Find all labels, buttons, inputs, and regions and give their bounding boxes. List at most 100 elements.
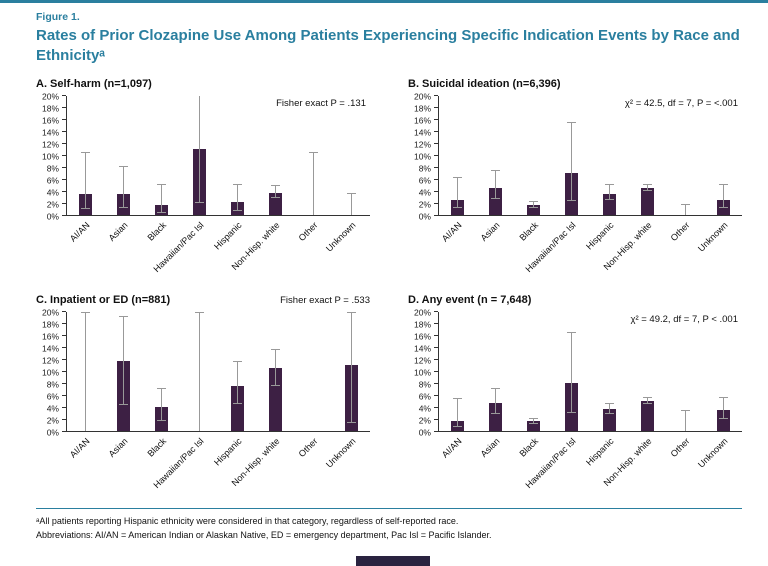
bar-asian <box>489 187 503 215</box>
y-tick-label: 20% <box>41 90 59 101</box>
panel-title: D. Any event (n = 7,648) <box>408 294 532 306</box>
stat-annotation: Fisher exact P = .131 <box>276 98 366 109</box>
error-bar-cap-top-other <box>680 204 690 206</box>
x-axis-label-text: Unknown <box>696 436 731 470</box>
error-bar-cap-bottom-hispanic <box>232 402 242 404</box>
y-tick-mark <box>62 407 66 408</box>
error-bar-unknown <box>722 185 724 208</box>
y-tick-label: 20% <box>413 90 431 101</box>
y-tick-mark <box>434 347 438 348</box>
y-tick-mark <box>434 311 438 312</box>
y-tick-mark <box>62 311 66 312</box>
error-bar-non-hisp-white <box>646 184 648 191</box>
y-tick-label: 2% <box>418 198 431 209</box>
x-axis-label-text: Black <box>517 436 541 459</box>
plot-column: χ² = 49.2, df = 7, P < .001 AI/AN Asian Bl… <box>438 312 742 496</box>
error-bar-unknown <box>722 397 724 419</box>
y-tick-label: 10% <box>41 150 59 161</box>
error-bar-cap-top-non-hisp-white <box>642 397 652 399</box>
y-tick-mark <box>62 419 66 420</box>
x-axis-labels: AI/AN Asian Black Hawaiian/Pac Isl Hispanic N… <box>66 216 370 280</box>
error-bar-cap-bottom-asian <box>491 197 501 199</box>
y-tick-label: 4% <box>46 402 59 413</box>
x-axis-label-text: AI/AN <box>440 220 465 244</box>
y-tick-label: 2% <box>418 414 431 425</box>
y-tick-mark <box>434 383 438 384</box>
error-bar-cap-top-asian <box>491 388 501 390</box>
chart-area: 0%2%4%6%8%10%12%14%16%18%20% Fisher exac… <box>36 92 370 280</box>
y-tick-label: 14% <box>41 342 59 353</box>
bar-non-hisp-white <box>268 367 282 431</box>
error-bar-cap-bottom-non-hisp-white <box>270 384 280 386</box>
error-bar-cap-top-hawaiian-pac-isl <box>567 121 577 123</box>
y-tick-label: 10% <box>413 366 431 377</box>
error-bar-non-hisp-white <box>646 398 648 404</box>
y-tick-mark <box>62 383 66 384</box>
error-bar-cap-top-unknown <box>346 192 356 194</box>
x-axis-labels: AI/AN Asian Black Hawaiian/Pac Isl Hispanic N… <box>438 216 742 280</box>
y-tick-mark <box>62 131 66 132</box>
y-tick-label: 20% <box>413 306 431 317</box>
footnote-abbreviations: Abbreviations: AI/AN = American Indian o… <box>36 530 492 541</box>
y-tick-label: 6% <box>46 390 59 401</box>
x-axis-label-text: Other <box>297 436 321 459</box>
chart-area: 0% 2% 4% 6% 8% 10% 12% 14% 16% 18% 20% χ² = 42.5, … <box>408 92 742 280</box>
y-tick-mark <box>434 335 438 336</box>
stat-annotation: χ² = 49.2, df = 7, P < .001 <box>630 314 738 325</box>
error-bar-ai-an <box>457 178 459 209</box>
plot-area: χ² = 42.5, df = 7, P = <.001 <box>438 96 742 216</box>
y-tick-label: 4% <box>46 186 59 197</box>
y-tick-label: 8% <box>418 162 431 173</box>
y-tick-mark <box>62 143 66 144</box>
y-tick-label: 8% <box>46 378 59 389</box>
y-tick-mark <box>62 203 66 204</box>
y-tick-mark <box>434 371 438 372</box>
panel-d-any-event: D. Any event (n = 7,648) χ² = 49.2, df =… <box>408 294 742 496</box>
y-tick-label: 16% <box>41 330 59 341</box>
panel-header: B. Suicidal ideation (n=6,396) χ² = 42.5… <box>408 78 742 92</box>
y-tick-label: 8% <box>46 162 59 173</box>
x-axis-label-text: Other <box>297 220 321 243</box>
panel-header: C. Inpatient or ED (n=881) Fisher exact … <box>36 294 370 308</box>
y-tick-label: 18% <box>413 102 431 113</box>
y-tick-label: 0% <box>46 426 59 437</box>
y-tick-label: 0% <box>46 210 59 221</box>
plot-column: Fisher exact P = .131 AI/AN Asian Black Haw… <box>66 96 370 280</box>
plot-area: χ² = 49.2, df = 7, P < .001 <box>438 312 742 432</box>
error-bar-black <box>161 389 163 421</box>
bar-black <box>527 421 541 431</box>
x-axis-label-text: Other <box>669 436 693 459</box>
error-bar-hispanic <box>608 403 610 414</box>
y-axis: 0% 2% 4% 6% 8% 10% 12% 14% 16% 18% 20% <box>36 308 66 436</box>
error-bar-cap-bottom-asian <box>119 403 129 405</box>
error-bar-cap-top-ai-an <box>453 177 463 179</box>
error-bar-black <box>533 418 535 425</box>
error-bar-cap-top-other <box>308 151 318 153</box>
error-bar-cap-bottom-asian <box>119 206 129 208</box>
y-tick-mark <box>62 95 66 96</box>
y-tick-label: 6% <box>46 174 59 185</box>
x-axis-label-text: Unknown <box>324 436 359 470</box>
error-bar-cap-bottom-hawaiian-pac-isl <box>567 412 577 414</box>
y-tick-mark <box>62 191 66 192</box>
bar-unknown <box>716 409 730 431</box>
charts-grid: A. Self-harm (n=1,097) Fisher exact P = … <box>36 78 742 496</box>
error-bar-cap-top-asian <box>491 169 501 171</box>
error-bar-unknown <box>350 193 352 215</box>
x-axis-label-text: Black <box>145 436 169 459</box>
error-bar-black <box>533 201 535 209</box>
error-bar-cap-top-non-hisp-white <box>642 183 652 185</box>
x-axis-label-text: Asian <box>479 220 503 243</box>
error-bar-cap-top-unknown <box>346 312 356 314</box>
stat-annotation: Fisher exact P = .533 <box>280 295 370 306</box>
x-axis-label-text: Other <box>669 220 693 243</box>
bar-non-hisp-white <box>640 401 654 431</box>
y-tick-mark <box>434 167 438 168</box>
error-bar-cap-bottom-unknown <box>346 421 356 423</box>
y-tick-mark <box>434 419 438 420</box>
y-tick-mark <box>62 323 66 324</box>
error-bar-other <box>312 152 314 215</box>
error-bar-cap-bottom-hispanic <box>604 198 614 200</box>
bar-hispanic <box>230 385 244 431</box>
figure-title: Rates of Prior Clozapine Use Among Patie… <box>36 27 740 64</box>
